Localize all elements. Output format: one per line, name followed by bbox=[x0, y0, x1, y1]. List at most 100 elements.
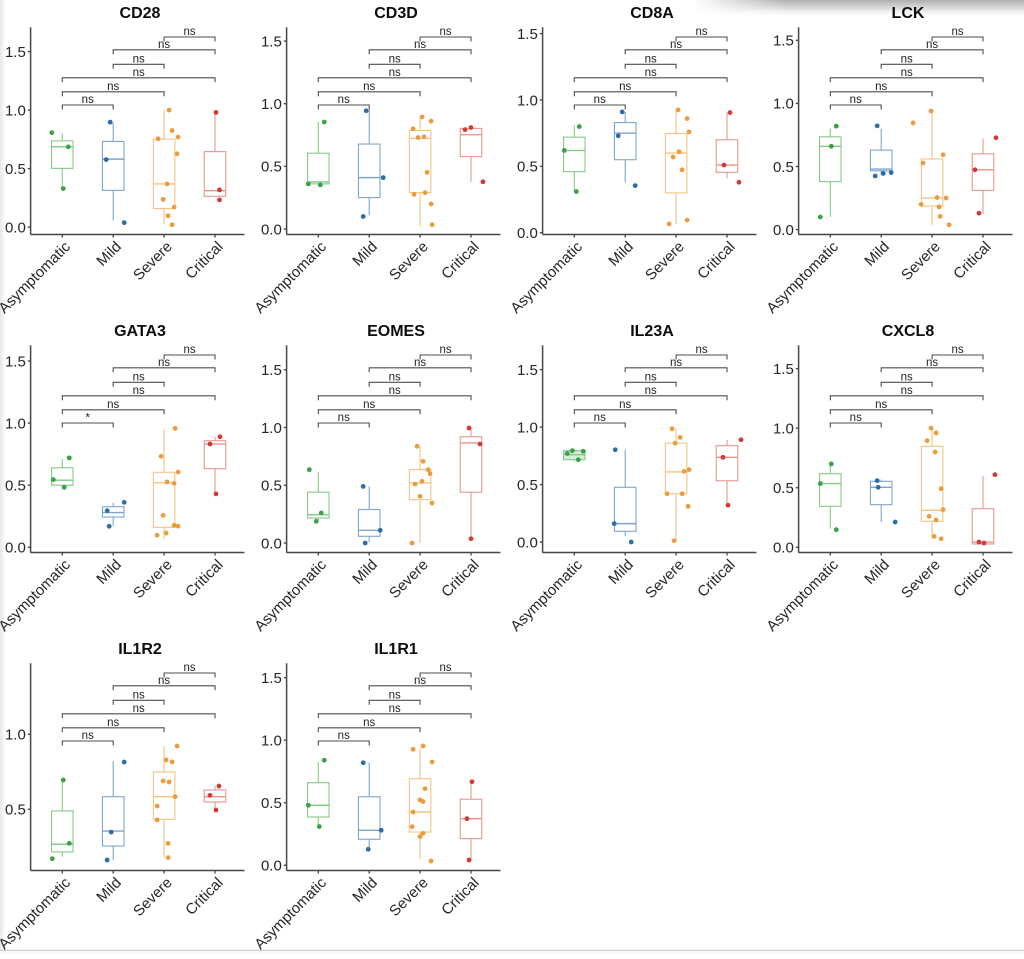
svg-text:0.0: 0.0 bbox=[5, 540, 26, 557]
svg-text:0.5: 0.5 bbox=[773, 159, 794, 176]
svg-text:ns: ns bbox=[850, 94, 862, 106]
svg-text:0.5: 0.5 bbox=[773, 480, 794, 497]
svg-text:ns: ns bbox=[389, 53, 401, 65]
svg-text:ns: ns bbox=[107, 81, 119, 93]
svg-text:0.5: 0.5 bbox=[261, 478, 282, 495]
svg-text:1.0: 1.0 bbox=[5, 415, 26, 432]
svg-text:ns: ns bbox=[645, 53, 657, 65]
svg-text:EOMES: EOMES bbox=[367, 323, 425, 340]
svg-text:ns: ns bbox=[951, 26, 963, 38]
svg-text:ns: ns bbox=[926, 357, 938, 369]
svg-text:ns: ns bbox=[158, 39, 170, 51]
svg-text:ns: ns bbox=[619, 81, 631, 93]
svg-text:0.5: 0.5 bbox=[261, 159, 282, 176]
svg-text:1.0: 1.0 bbox=[773, 96, 794, 113]
svg-text:1.5: 1.5 bbox=[773, 33, 794, 50]
svg-text:ns: ns bbox=[901, 371, 913, 383]
svg-text:ns: ns bbox=[107, 399, 119, 411]
svg-text:ns: ns bbox=[82, 730, 94, 742]
svg-text:ns: ns bbox=[645, 371, 657, 383]
svg-text:ns: ns bbox=[183, 26, 195, 38]
svg-text:ns: ns bbox=[133, 689, 145, 701]
svg-text:ns: ns bbox=[926, 39, 938, 51]
svg-text:ns: ns bbox=[645, 385, 657, 397]
svg-text:1.5: 1.5 bbox=[261, 33, 282, 50]
svg-text:1.5: 1.5 bbox=[261, 362, 282, 379]
svg-text:0.0: 0.0 bbox=[517, 225, 538, 242]
svg-text:ns: ns bbox=[695, 344, 707, 356]
svg-text:*: * bbox=[85, 411, 90, 425]
svg-text:1.0: 1.0 bbox=[773, 421, 794, 438]
svg-text:ns: ns bbox=[338, 730, 350, 742]
svg-text:1.5: 1.5 bbox=[5, 353, 26, 370]
svg-text:1.0: 1.0 bbox=[5, 727, 26, 744]
svg-text:0.5: 0.5 bbox=[517, 159, 538, 176]
svg-text:ns: ns bbox=[951, 344, 963, 356]
svg-text:ns: ns bbox=[363, 717, 375, 729]
svg-text:1.5: 1.5 bbox=[517, 26, 538, 43]
svg-text:0.0: 0.0 bbox=[773, 222, 794, 239]
svg-text:CXCL8: CXCL8 bbox=[882, 323, 935, 340]
svg-text:ns: ns bbox=[901, 385, 913, 397]
svg-text:1.0: 1.0 bbox=[517, 92, 538, 109]
svg-text:ns: ns bbox=[645, 67, 657, 79]
svg-text:1.0: 1.0 bbox=[261, 733, 282, 750]
svg-text:ns: ns bbox=[158, 357, 170, 369]
svg-text:IL1R2: IL1R2 bbox=[118, 641, 162, 658]
svg-text:ns: ns bbox=[363, 399, 375, 411]
svg-text:CD28: CD28 bbox=[120, 5, 161, 22]
svg-text:1.0: 1.0 bbox=[261, 96, 282, 113]
svg-text:ns: ns bbox=[183, 344, 195, 356]
svg-text:IL23A: IL23A bbox=[630, 323, 674, 340]
svg-text:ns: ns bbox=[107, 717, 119, 729]
svg-text:0.0: 0.0 bbox=[517, 534, 538, 551]
svg-text:0.5: 0.5 bbox=[5, 161, 26, 178]
svg-text:ns: ns bbox=[850, 412, 862, 424]
svg-text:IL1R1: IL1R1 bbox=[374, 641, 418, 658]
svg-text:ns: ns bbox=[133, 385, 145, 397]
svg-text:ns: ns bbox=[670, 39, 682, 51]
svg-text:ns: ns bbox=[695, 26, 707, 38]
svg-text:1.0: 1.0 bbox=[517, 419, 538, 436]
svg-text:CD3D: CD3D bbox=[374, 5, 418, 22]
svg-text:ns: ns bbox=[363, 81, 375, 93]
svg-text:ns: ns bbox=[338, 412, 350, 424]
svg-text:ns: ns bbox=[594, 94, 606, 106]
svg-text:ns: ns bbox=[389, 689, 401, 701]
svg-text:0.0: 0.0 bbox=[261, 858, 282, 875]
svg-text:LCK: LCK bbox=[892, 5, 925, 22]
svg-text:1.5: 1.5 bbox=[773, 361, 794, 378]
svg-text:ns: ns bbox=[133, 371, 145, 383]
svg-text:ns: ns bbox=[389, 67, 401, 79]
svg-text:ns: ns bbox=[389, 385, 401, 397]
svg-text:ns: ns bbox=[439, 344, 451, 356]
svg-text:GATA3: GATA3 bbox=[114, 323, 166, 340]
svg-text:CD8A: CD8A bbox=[630, 5, 674, 22]
svg-text:1.0: 1.0 bbox=[261, 420, 282, 437]
svg-text:ns: ns bbox=[133, 53, 145, 65]
svg-text:1.5: 1.5 bbox=[517, 362, 538, 379]
svg-text:ns: ns bbox=[439, 26, 451, 38]
svg-text:0.5: 0.5 bbox=[261, 795, 282, 812]
svg-text:ns: ns bbox=[901, 67, 913, 79]
svg-text:ns: ns bbox=[82, 94, 94, 106]
svg-text:ns: ns bbox=[619, 399, 631, 411]
svg-text:ns: ns bbox=[414, 39, 426, 51]
svg-text:0.5: 0.5 bbox=[517, 477, 538, 494]
svg-text:ns: ns bbox=[183, 662, 195, 674]
svg-text:ns: ns bbox=[133, 703, 145, 715]
svg-text:ns: ns bbox=[414, 675, 426, 687]
svg-text:ns: ns bbox=[133, 67, 145, 79]
svg-text:ns: ns bbox=[389, 371, 401, 383]
svg-text:1.5: 1.5 bbox=[5, 44, 26, 61]
svg-text:0.5: 0.5 bbox=[5, 478, 26, 495]
svg-text:0.0: 0.0 bbox=[5, 219, 26, 236]
svg-text:0.0: 0.0 bbox=[773, 540, 794, 557]
svg-text:0.5: 0.5 bbox=[5, 802, 26, 819]
svg-text:ns: ns bbox=[389, 703, 401, 715]
svg-text:1.5: 1.5 bbox=[261, 670, 282, 687]
svg-text:ns: ns bbox=[414, 357, 426, 369]
svg-text:ns: ns bbox=[439, 662, 451, 674]
svg-text:1.0: 1.0 bbox=[5, 102, 26, 119]
svg-text:0.0: 0.0 bbox=[261, 535, 282, 552]
